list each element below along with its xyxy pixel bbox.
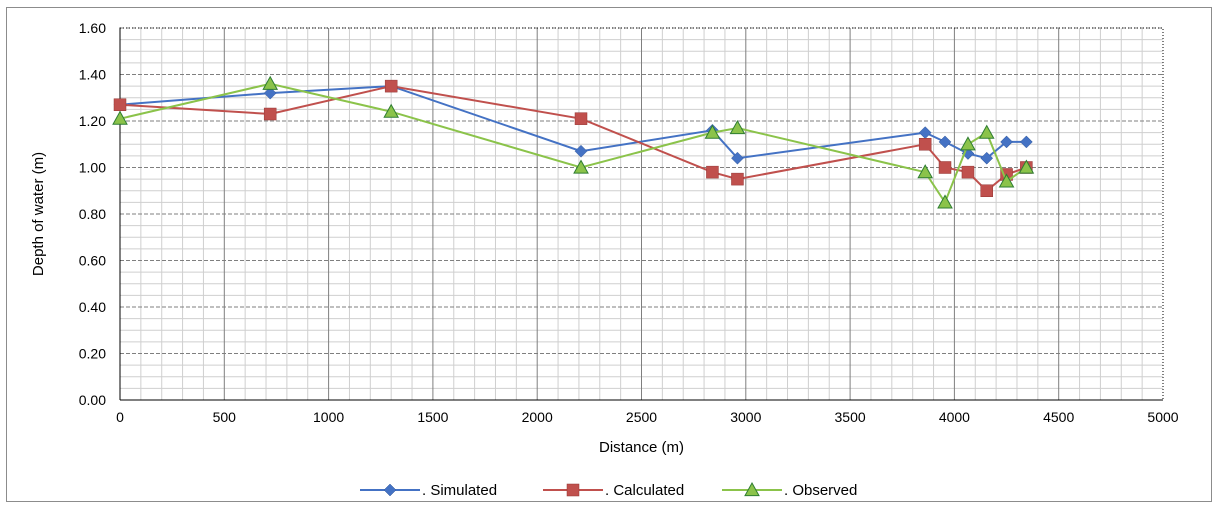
observed-point — [998, 173, 1015, 188]
x-tick-label: 4500 — [1043, 409, 1074, 425]
calculated-point — [731, 172, 744, 186]
simulated-point — [1020, 135, 1033, 149]
y-tick-label: 1.60 — [79, 20, 106, 36]
calculated-point — [706, 165, 719, 179]
calculated-point — [384, 79, 398, 93]
x-tick-label: 4000 — [939, 409, 970, 425]
simulated-point — [731, 151, 744, 165]
x-tick-label: 1500 — [417, 409, 448, 425]
y-tick-label: 0.80 — [79, 206, 106, 222]
x-tick-label: 2000 — [522, 409, 553, 425]
x-tick-label: 500 — [213, 409, 237, 425]
simulated-point — [1000, 135, 1013, 149]
calculated-point — [938, 161, 952, 174]
legend-calculated-label: . Calculated — [605, 482, 684, 499]
y-tick-label: 0.40 — [79, 299, 106, 315]
y-tick-label: 1.20 — [79, 113, 106, 129]
x-tick-label: 5000 — [1147, 409, 1178, 425]
x-axis-title: Distance (m) — [599, 439, 684, 456]
x-tick-label: 3500 — [835, 409, 866, 425]
x-tick-label: 2500 — [626, 409, 657, 425]
legend-simulated-marker — [383, 483, 397, 497]
calculated-point — [263, 107, 277, 121]
observed-point — [729, 119, 746, 135]
simulated-point — [263, 86, 277, 100]
observed-point — [1018, 159, 1035, 174]
observed-series-line — [119, 82, 1027, 205]
simulated-point — [938, 135, 952, 149]
legend-simulated-label: . Simulated — [422, 482, 497, 499]
legend-calculated-marker — [566, 483, 580, 497]
observed-point — [573, 159, 589, 174]
simulated-point — [980, 151, 994, 165]
x-tick-label: 1000 — [313, 409, 344, 425]
calculated-point — [918, 138, 932, 151]
y-tick-label: 0.00 — [79, 392, 106, 408]
x-tick-label: 0 — [116, 409, 124, 425]
calculated-point — [574, 112, 588, 125]
y-tick-label: 0.60 — [79, 253, 106, 269]
observed-point — [937, 194, 953, 209]
observed-point — [704, 124, 721, 139]
observed-point — [917, 164, 934, 179]
observed-point — [383, 103, 400, 118]
y-tick-label: 1.00 — [79, 160, 106, 176]
legend-observed-marker — [744, 481, 760, 497]
observed-point — [978, 124, 995, 139]
legend-observed-label: . Observed — [784, 482, 857, 499]
observed-point — [262, 75, 279, 90]
y-tick-label: 0.20 — [79, 346, 106, 362]
observed-point — [960, 136, 976, 151]
y-axis-title: Depth of water (m) — [30, 152, 47, 276]
calculated-point — [113, 98, 127, 111]
x-tick-label: 3000 — [730, 409, 761, 425]
observed-point — [112, 110, 128, 125]
calculated-point — [980, 184, 993, 197]
y-tick-label: 1.40 — [79, 67, 106, 83]
simulated-point — [574, 144, 588, 158]
calculated-point — [961, 165, 975, 179]
